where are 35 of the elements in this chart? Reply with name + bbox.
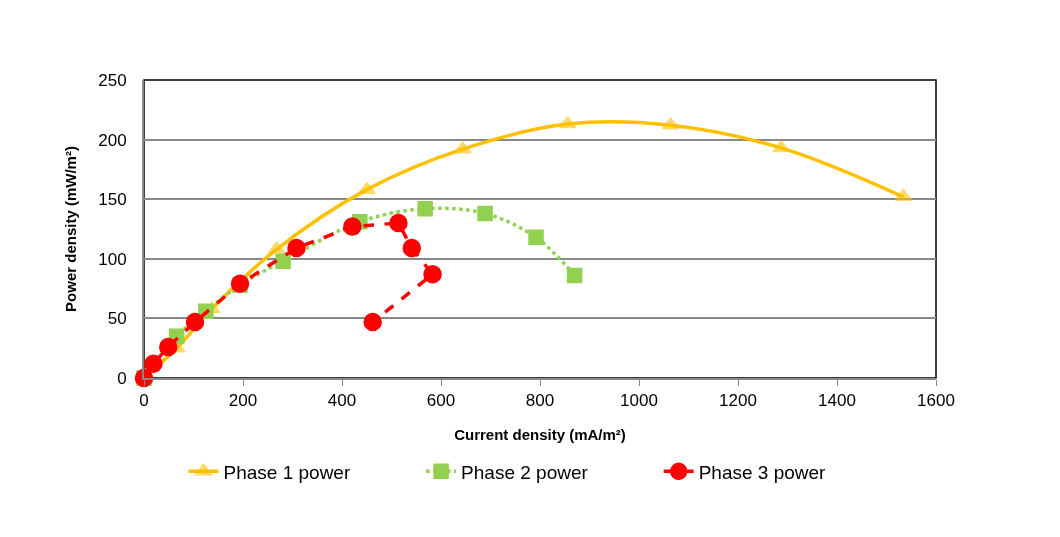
- point: [275, 253, 291, 269]
- point: [144, 354, 163, 373]
- legend-label: Phase 1 power: [223, 461, 351, 483]
- x-axis-title: Current density (mA/m²): [454, 425, 626, 443]
- point: [528, 229, 544, 246]
- point: [363, 312, 382, 332]
- point: [287, 238, 306, 258]
- y-tick-label: 250: [98, 70, 127, 90]
- y-axis-title: Power density (mW/m²): [61, 146, 79, 312]
- point: [389, 213, 408, 233]
- x-tick-label: 200: [228, 391, 258, 411]
- y-tick-label: 0: [117, 368, 127, 388]
- x-tick-label: 0: [139, 391, 149, 411]
- x-tick-label: 400: [327, 391, 357, 411]
- y-tick-label: 100: [98, 249, 127, 269]
- point: [402, 238, 422, 258]
- y-tick-label: 150: [98, 190, 127, 210]
- legend-label: Phase 2 power: [461, 461, 589, 483]
- point: [423, 265, 442, 284]
- x-tick-label: 1400: [818, 391, 856, 411]
- point: [566, 267, 583, 284]
- x-tick-label: 1200: [719, 391, 757, 411]
- point: [772, 140, 790, 153]
- point: [185, 312, 205, 332]
- y-tick-label: 200: [98, 130, 127, 150]
- point: [417, 200, 433, 217]
- x-tick-label: 1000: [620, 391, 658, 411]
- point: [343, 217, 362, 236]
- point: [159, 337, 178, 357]
- x-tick-label: 600: [426, 391, 456, 411]
- point: [477, 205, 493, 222]
- legend-label: Phase 3 power: [698, 461, 827, 483]
- y-tick-label: 50: [107, 309, 127, 329]
- x-tick-label: 800: [525, 391, 555, 411]
- x-tick-label: 1600: [917, 391, 955, 411]
